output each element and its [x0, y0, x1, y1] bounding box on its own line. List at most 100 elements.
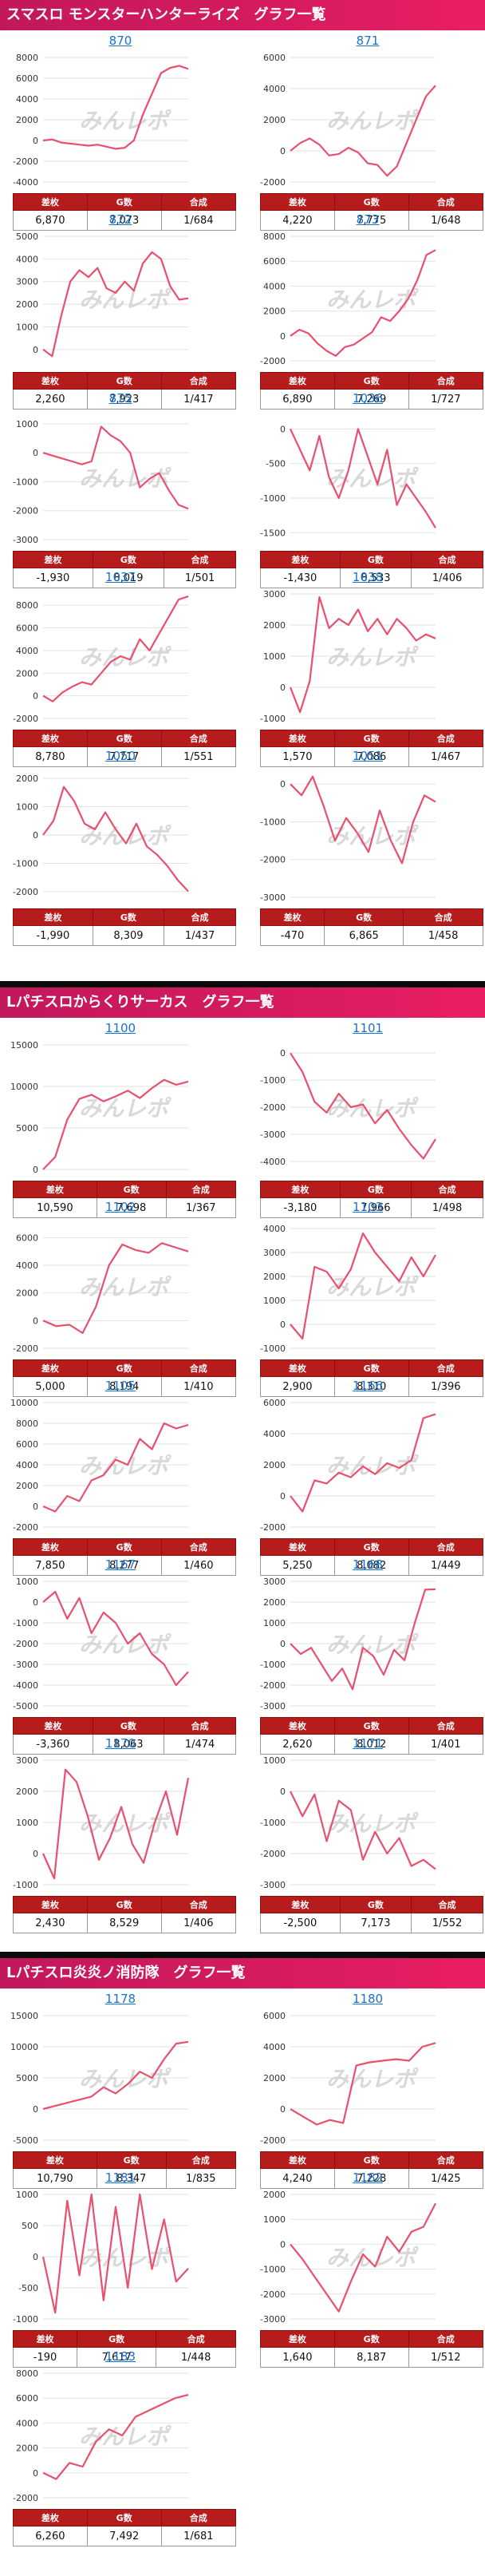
y-tick-label: 1000 — [16, 802, 38, 813]
machine-number-link[interactable]: 1051 — [352, 749, 384, 763]
machine-number-link[interactable]: 870 — [108, 34, 132, 48]
y-tick-label: 2000 — [263, 1597, 286, 1608]
y-tick-label: 8000 — [263, 231, 286, 242]
stats-value-diff: 4,220 — [260, 210, 335, 231]
machine-number-link[interactable]: 1181 — [104, 2170, 136, 2185]
slump-line-chart: 0 1000 2000 3000 4000 5000 みんレポ — [16, 231, 189, 358]
stats-value-prob: 1/417 — [160, 389, 237, 410]
slump-line-chart: -2000 0 2000 4000 6000 みんレポ — [13, 1233, 189, 1354]
y-tick-label: -1000 — [13, 858, 38, 869]
y-tick-label: 10000 — [10, 2042, 38, 2052]
slump-series-line — [290, 249, 436, 357]
stats-header-prob: 合成 — [408, 372, 484, 390]
machine-number-link[interactable]: 1182 — [352, 2170, 384, 2185]
machine-number-link[interactable]: 871 — [356, 34, 380, 48]
slump-series-line — [42, 785, 189, 892]
stats-value-diff: 1,570 — [260, 746, 335, 767]
y-tick-label: 6000 — [16, 1439, 38, 1450]
y-tick-label: -3000 — [260, 1701, 286, 1711]
machine-number-link[interactable]: 1180 — [352, 1992, 384, 2006]
machine-number-link[interactable]: 1183 — [104, 2349, 136, 2364]
stats-header-diff: 差枚 — [260, 372, 335, 390]
machine-number-link[interactable]: 872 — [108, 212, 132, 227]
machine-number-link[interactable]: 1167 — [104, 1557, 136, 1572]
y-tick-label: 5000 — [16, 2073, 38, 2083]
stats-header-prob: 合成 — [408, 193, 484, 211]
stats-value-games: 7,698 — [96, 1197, 167, 1218]
y-tick-label: 8000 — [16, 53, 38, 63]
machine-number-link[interactable]: 1037 — [104, 570, 136, 584]
machine-number-link[interactable]: 873 — [356, 212, 380, 227]
stats-value-diff: -3,360 — [13, 1734, 93, 1755]
y-tick-label: -4000 — [260, 1157, 286, 1167]
slump-series-line — [290, 428, 436, 528]
stats-header-prob: 合成 — [411, 1181, 483, 1198]
stats-value-games: 7,173 — [339, 1913, 412, 1933]
stats-value-games: 8,277 — [86, 1555, 162, 1576]
stats-header-prob: 合成 — [408, 2330, 484, 2348]
y-tick-label: 0 — [33, 1316, 38, 1326]
y-tick-label: 0 — [280, 424, 286, 434]
machine-number-link[interactable]: 1038 — [352, 570, 384, 584]
stats-header-prob: 合成 — [160, 1359, 237, 1377]
stats-value-diff: -470 — [259, 925, 325, 946]
stats-value-prob: 1/512 — [408, 2347, 484, 2368]
machine-number-link[interactable]: 1171 — [352, 1736, 384, 1751]
machine-number-link[interactable]: 1170 — [104, 1736, 136, 1751]
machine-number-link[interactable]: 875 — [108, 391, 132, 406]
y-tick-label: 6000 — [16, 623, 38, 634]
machine-number-link[interactable]: 1100 — [104, 1021, 136, 1035]
stats-header-prob: 合成 — [411, 1896, 483, 1913]
y-tick-label: 1000 — [263, 1755, 286, 1766]
stats-value-prob: 1/406 — [160, 1913, 237, 1933]
machine-number-link[interactable]: 1050 — [104, 749, 136, 763]
y-tick-label: 2000 — [263, 115, 286, 125]
stats-header-games: G数 — [86, 372, 162, 390]
y-tick-label: -2000 — [13, 2493, 38, 2503]
stats-value-diff: 6,890 — [260, 389, 335, 410]
machine-number-link[interactable]: 1168 — [352, 1557, 384, 1572]
slump-line-chart: -3000 -2000 -1000 0 1000 2000 3000 みんレポ — [260, 1577, 436, 1711]
watermark-logo: みんレポ — [326, 644, 419, 671]
y-tick-label: 2000 — [263, 307, 286, 317]
stats-value-prob: 1/367 — [165, 1197, 237, 1218]
watermark-logo: みんレポ — [326, 1632, 419, 1658]
stats-header-diff: 差枚 — [13, 1717, 93, 1735]
machine-number-link[interactable]: 1166 — [352, 1379, 384, 1393]
stats-value-diff: 7,850 — [13, 1555, 88, 1576]
machine-number-link[interactable]: 1101 — [352, 1021, 384, 1035]
watermark-logo: みんレポ — [326, 1453, 419, 1479]
stats-value-diff: -3,180 — [260, 1197, 341, 1218]
stats-header-prob: 合成 — [165, 2151, 237, 2169]
machine-number-link[interactable]: 1178 — [104, 1992, 136, 2006]
stats-value-games: 7,617 — [77, 2347, 157, 2368]
y-tick-label: 2000 — [16, 1288, 38, 1299]
machine-number-link[interactable]: 1036 — [352, 391, 384, 406]
section-divider — [0, 1952, 485, 1958]
machine-number-link[interactable]: 1102 — [104, 1200, 136, 1214]
y-tick-label: 0 — [33, 830, 38, 841]
machine-number-link[interactable]: 1103 — [352, 1200, 384, 1214]
stats-value-prob: 1/835 — [165, 2168, 237, 2189]
stats-header-games: G数 — [333, 2151, 409, 2169]
y-tick-label: -3000 — [260, 1130, 286, 1140]
y-tick-label: 0 — [33, 2104, 38, 2115]
stats-value-games: 8,187 — [333, 2347, 409, 2368]
y-tick-label: 6000 — [263, 53, 286, 63]
y-tick-label: 8000 — [16, 1419, 38, 1429]
stats-value-diff: -190 — [12, 2347, 78, 2368]
stats-table: 差枚 G数 合成 -3,360 8,063 1/474 — [13, 1717, 236, 1755]
stats-table: 差枚 G数 合成 10,590 7,698 1/367 — [13, 1181, 237, 1218]
stats-header-prob: 合成 — [160, 2509, 237, 2527]
y-tick-label: 4000 — [16, 2418, 38, 2428]
machine-number-link[interactable]: 1105 — [104, 1379, 136, 1393]
stats-header-games: G数 — [77, 2330, 157, 2348]
stats-header-games: G数 — [339, 1896, 412, 1913]
stats-header-diff: 差枚 — [13, 551, 93, 568]
y-tick-label: 3000 — [263, 1577, 286, 1587]
stats-value-prob: 1/467 — [408, 746, 484, 767]
y-tick-label: 1000 — [263, 1618, 286, 1628]
